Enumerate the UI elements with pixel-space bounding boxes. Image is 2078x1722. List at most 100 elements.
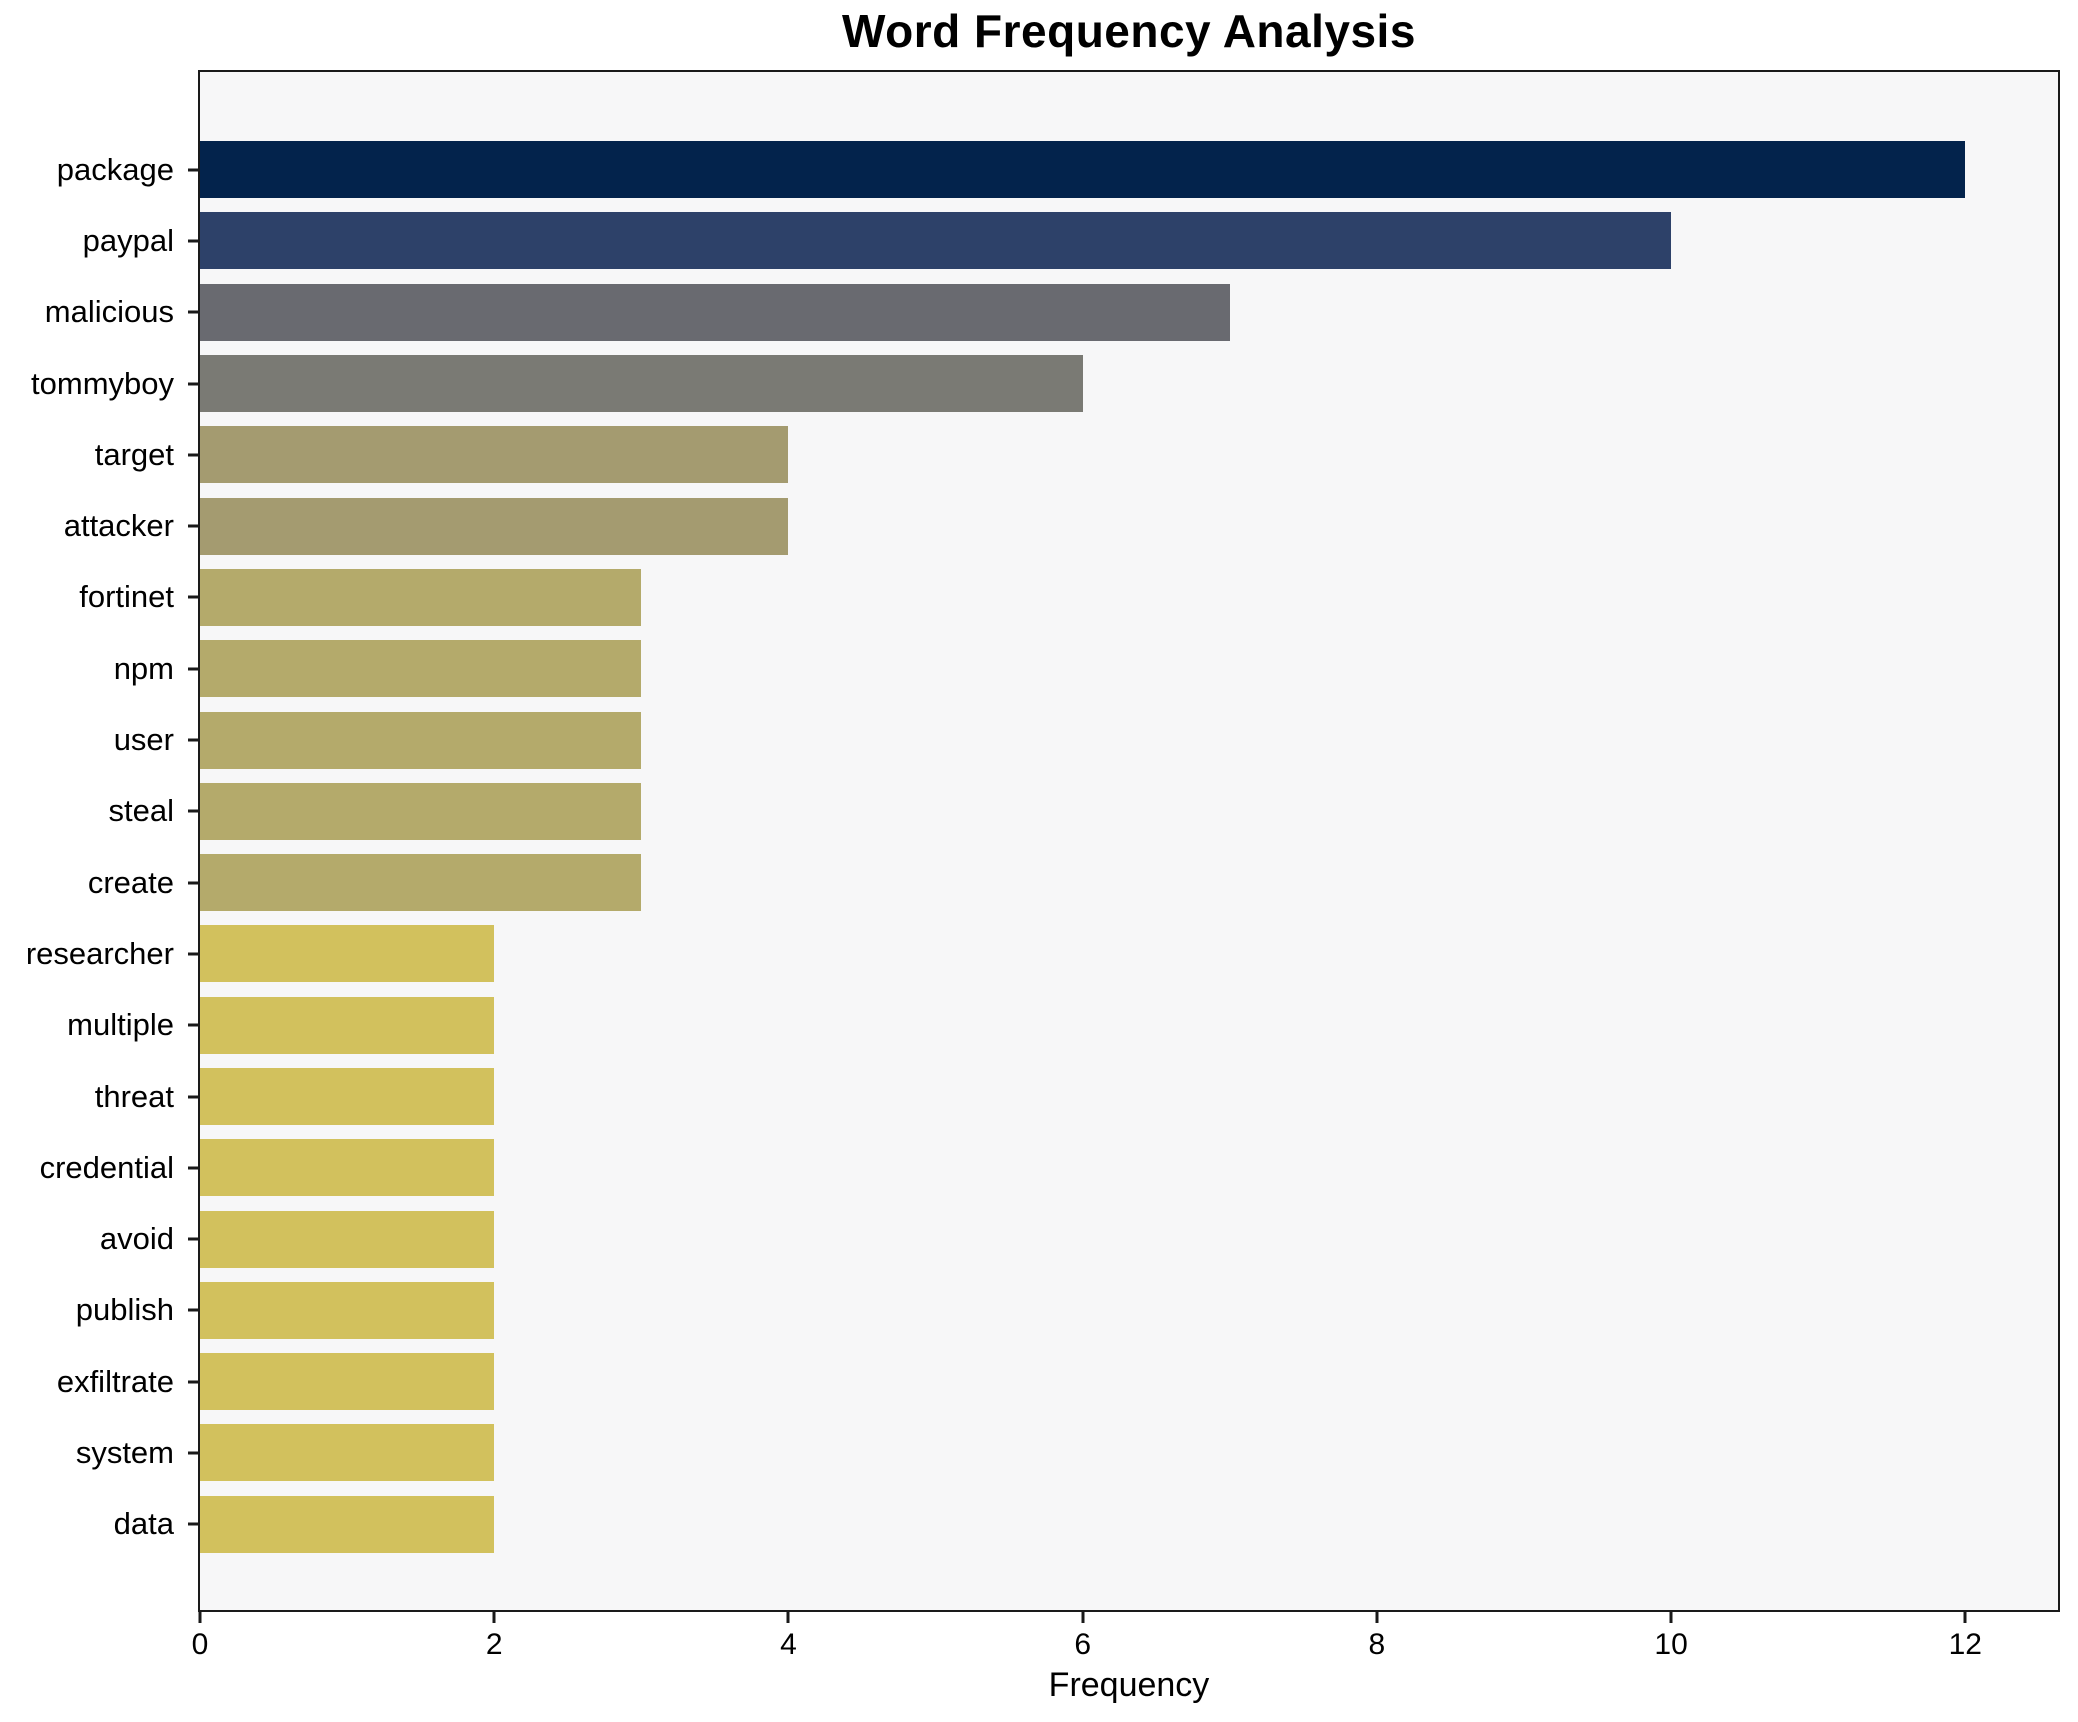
- y-tick-row: exfiltrate: [0, 1346, 198, 1417]
- y-tick-mark: [188, 1451, 198, 1455]
- y-tick-label-system: system: [75, 1434, 174, 1470]
- bar-row: [200, 562, 2058, 633]
- x-axis: 0 2 4 6 8 10 12: [192, 1612, 2058, 1682]
- bar-row: [200, 419, 2058, 490]
- y-tick-row: tommyboy: [0, 348, 198, 419]
- y-tick-label-malicious: malicious: [44, 294, 174, 330]
- bar-row: [200, 348, 2058, 419]
- x-tick-label: 8: [1368, 1628, 1386, 1661]
- y-tick-mark: [188, 1023, 198, 1027]
- bar-row: [200, 776, 2058, 847]
- bars-area: [200, 134, 2058, 1560]
- bar-row: [200, 633, 2058, 704]
- y-tick-row: attacker: [0, 490, 198, 561]
- bar-create: [200, 854, 642, 912]
- y-tick-mark: [188, 667, 198, 671]
- bar-row: [200, 277, 2058, 348]
- y-tick-row: system: [0, 1417, 198, 1488]
- x-tick-mark: [786, 1612, 790, 1623]
- y-tick-mark: [188, 1380, 198, 1384]
- x-tick-label: 10: [1654, 1628, 1688, 1661]
- bar-target: [200, 426, 789, 484]
- y-tick-label-npm: npm: [113, 650, 174, 686]
- y-tick-label-create: create: [87, 864, 174, 900]
- bar-malicious: [200, 283, 1230, 341]
- y-tick-mark: [188, 382, 198, 386]
- bar-credential: [200, 1139, 495, 1197]
- chart-title: Word Frequency Analysis: [842, 5, 1416, 57]
- y-tick-mark: [188, 1095, 198, 1098]
- bar-row: [200, 1417, 2058, 1488]
- y-tick-row: credential: [0, 1132, 198, 1203]
- y-tick-mark: [188, 1166, 198, 1170]
- y-tick-row: publish: [0, 1275, 198, 1346]
- y-tick-row: threat: [0, 1061, 198, 1132]
- y-tick-mark: [188, 952, 198, 956]
- bar-publish: [200, 1281, 495, 1339]
- x-tick-label: 12: [1948, 1628, 1982, 1661]
- y-tick-row: avoid: [0, 1203, 198, 1274]
- y-tick-label-attacker: attacker: [63, 508, 174, 544]
- bar-multiple: [200, 996, 495, 1054]
- y-tick-label-data: data: [113, 1506, 174, 1542]
- y-tick-mark: [188, 738, 198, 742]
- y-tick-row: package: [0, 134, 198, 205]
- bar-row: [200, 490, 2058, 561]
- y-tick-row: data: [0, 1489, 198, 1560]
- x-tick-label: 2: [485, 1628, 503, 1661]
- x-tick-label: 4: [780, 1628, 797, 1661]
- x-tick-mark: [1963, 1612, 1967, 1623]
- bar-row: [200, 205, 2058, 276]
- y-tick-row: target: [0, 419, 198, 490]
- bar-npm: [200, 640, 642, 698]
- y-tick-label-avoid: avoid: [99, 1221, 174, 1257]
- y-tick-label-steal: steal: [108, 793, 174, 829]
- bar-avoid: [200, 1210, 495, 1268]
- x-tick-mark: [198, 1612, 202, 1623]
- y-tick-label-tommyboy: tommyboy: [31, 365, 174, 401]
- y-tick-row: fortinet: [0, 562, 198, 633]
- bar-row: [200, 918, 2058, 989]
- y-tick-mark: [188, 595, 198, 599]
- x-tick-label: 0: [191, 1628, 209, 1661]
- bar-package: [200, 141, 1966, 199]
- y-tick-mark: [188, 168, 198, 172]
- y-tick-mark: [188, 239, 198, 243]
- bar-row: [200, 134, 2058, 205]
- y-tick-label-fortinet: fortinet: [79, 579, 174, 615]
- bar-steal: [200, 782, 642, 840]
- y-tick-label-publish: publish: [75, 1292, 174, 1328]
- y-tick-row: researcher: [0, 918, 198, 989]
- y-tick-label-credential: credential: [39, 1149, 174, 1185]
- bar-fortinet: [200, 568, 642, 626]
- y-tick-mark: [188, 809, 198, 813]
- bar-row: [200, 1061, 2058, 1132]
- x-axis-title: Frequency: [1048, 1666, 1210, 1704]
- bar-row: [200, 1489, 2058, 1560]
- y-tick-mark: [188, 1522, 198, 1526]
- y-tick-row: steal: [0, 776, 198, 847]
- y-tick-row: npm: [0, 633, 198, 704]
- bar-data: [200, 1495, 495, 1553]
- bar-researcher: [200, 925, 495, 983]
- y-tick-label-multiple: multiple: [67, 1007, 174, 1043]
- x-tick-mark: [1081, 1612, 1085, 1623]
- bar-row: [200, 1346, 2058, 1417]
- bar-threat: [200, 1068, 495, 1125]
- y-tick-label-user: user: [113, 722, 174, 758]
- bar-row: [200, 1203, 2058, 1274]
- plot-area: [198, 70, 2060, 1612]
- x-tick-label: 6: [1074, 1628, 1091, 1661]
- y-tick-mark: [188, 524, 198, 528]
- x-tick-mark: [492, 1612, 496, 1623]
- y-tick-mark: [188, 310, 198, 314]
- y-tick-label-package: package: [56, 151, 174, 187]
- y-axis: package paypal malicious tommyboy target atta…: [0, 134, 198, 1560]
- y-tick-label-threat: threat: [94, 1078, 174, 1114]
- bar-attacker: [200, 497, 789, 555]
- y-tick-label-researcher: researcher: [25, 935, 174, 971]
- y-tick-row: create: [0, 847, 198, 918]
- bar-exfiltrate: [200, 1353, 495, 1411]
- y-tick-label-target: target: [94, 436, 174, 472]
